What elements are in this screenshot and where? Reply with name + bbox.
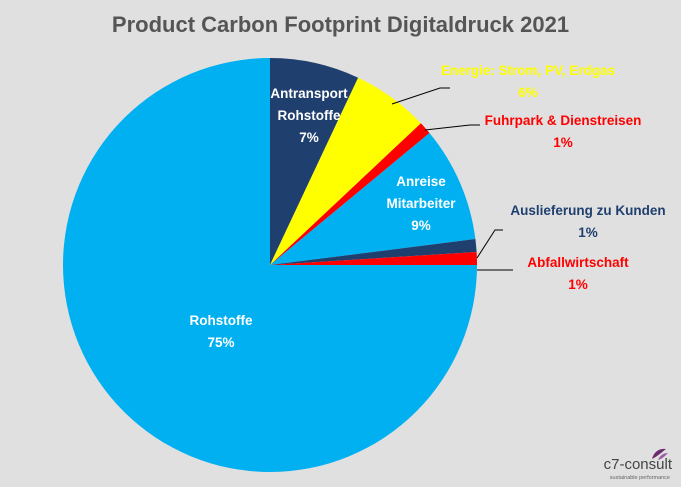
slice-label-5: Abfallwirtschaft 1% bbox=[527, 255, 629, 292]
leader-line-1 bbox=[391, 87, 450, 105]
logo-mark-icon bbox=[652, 448, 668, 460]
pie-slice-4 bbox=[270, 239, 477, 265]
pie-slice-5 bbox=[270, 252, 477, 265]
company-logo: c7-consult sustainable performance bbox=[560, 447, 678, 483]
pie-slice-6 bbox=[63, 58, 477, 472]
leader-line-2 bbox=[424, 124, 480, 131]
logo-tagline: sustainable performance bbox=[609, 475, 670, 481]
chart-title: Product Carbon Footprint Digitaldruck 20… bbox=[111, 12, 570, 37]
pie-slice-0 bbox=[270, 58, 359, 265]
slice-label-6: Rohstoffe 75% bbox=[190, 313, 253, 350]
pie-slice-2 bbox=[270, 123, 430, 265]
leader-line-4 bbox=[476, 229, 503, 259]
slice-label-3: Anreise Mitarbeiter 9% bbox=[386, 174, 456, 233]
slice-label-2: Fuhrpark & Dienstreisen 1% bbox=[485, 113, 642, 150]
slice-label-1: Energie: Strom, PV, Erdgas 6% bbox=[441, 63, 615, 100]
slice-label-4: Auslieferung zu Kunden 1% bbox=[510, 203, 665, 240]
logo-name: c7-consult bbox=[603, 456, 672, 473]
pie-slice-3 bbox=[270, 133, 476, 265]
slice-label-0: Antransport Rohstoffe 7% bbox=[270, 86, 348, 145]
pie-slice-1 bbox=[270, 77, 421, 265]
